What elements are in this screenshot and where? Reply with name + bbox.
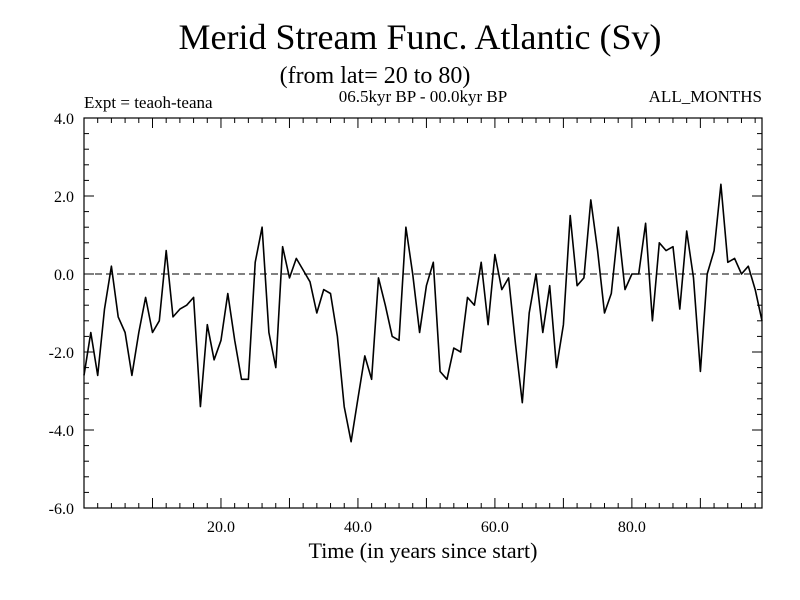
y-tick-label: 4.0 xyxy=(54,111,74,128)
plot-frame xyxy=(83,117,763,509)
y-tick-label: 0.0 xyxy=(54,267,74,284)
series-line-teaoh-teana xyxy=(83,183,763,443)
y-tick-label: -4.0 xyxy=(49,423,74,440)
chart-subtitle: (from lat= 20 to 80) xyxy=(280,63,471,89)
chart-title: Merid Stream Func. Atlantic (Sv) xyxy=(179,17,662,57)
axis-ticks xyxy=(84,118,762,508)
x-tick-label: 40.0 xyxy=(344,519,372,536)
x-tick-label: 60.0 xyxy=(481,519,509,536)
x-tick-label: 20.0 xyxy=(207,519,235,536)
period-label: 06.5kyr BP - 00.0kyr BP xyxy=(339,87,507,106)
y-tick-label: 2.0 xyxy=(54,189,74,206)
y-tick-label: -2.0 xyxy=(49,345,74,362)
axis-tick-labels: 20.0 40.0 60.0 80.0 4.0 2.0 0.0 -2.0 -4.0 -6.0 xyxy=(49,111,646,536)
x-tick-label: 80.0 xyxy=(618,519,646,536)
y-tick-label: -6.0 xyxy=(49,501,74,518)
season-label: ALL_MONTHS xyxy=(649,87,762,106)
experiment-label: Expt = teaoh-teana xyxy=(84,93,213,112)
x-axis-label: Time (in years since start) xyxy=(309,538,538,563)
